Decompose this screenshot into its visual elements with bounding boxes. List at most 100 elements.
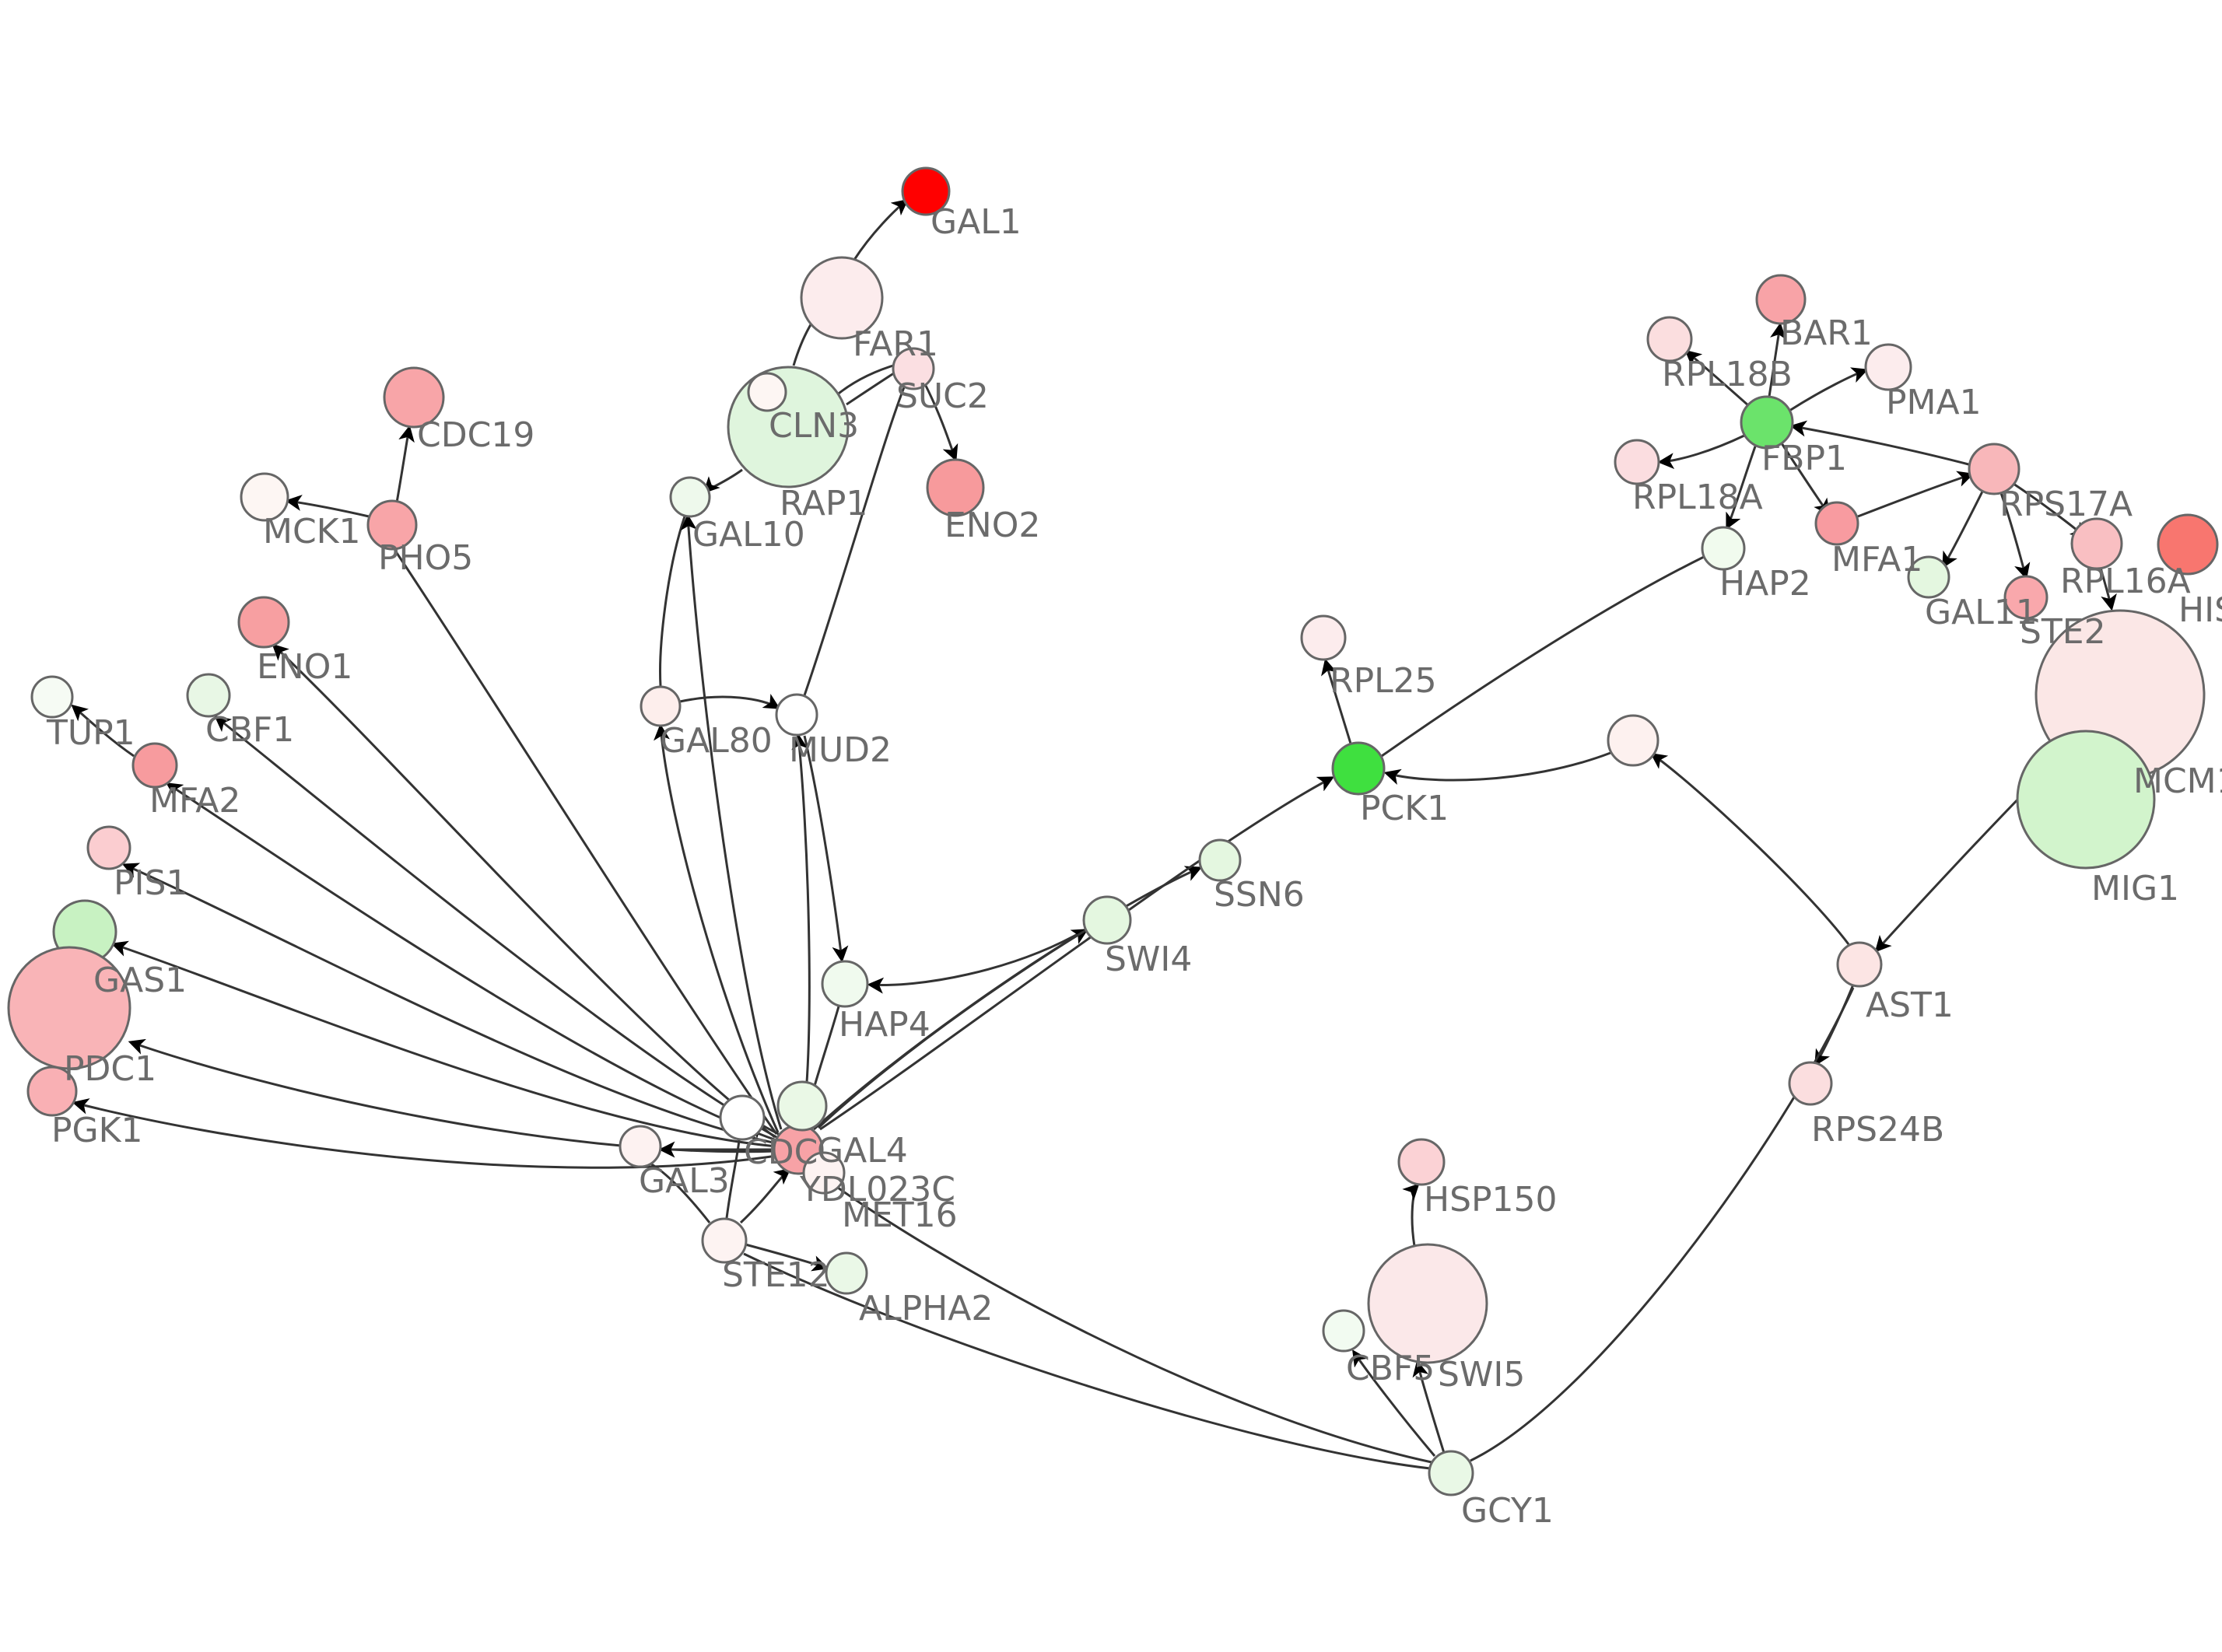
node-pck1[interactable] — [1331, 741, 1386, 796]
node-label-mig1: MIG1 — [2091, 869, 2179, 908]
node-gal11[interactable] — [1907, 555, 1950, 599]
node-label-cbf5: CBF5 — [1346, 1349, 1435, 1388]
node-label-mcm1: MCM1 — [2133, 761, 2222, 801]
node-gal1[interactable] — [901, 166, 951, 216]
node-label-rpl25: RPL25 — [1330, 661, 1437, 701]
node-label-met16: MET16 — [842, 1195, 958, 1235]
node-pma1[interactable] — [1864, 343, 1912, 391]
node-eno1[interactable] — [237, 596, 290, 649]
node-label-pgk1: PGK1 — [51, 1111, 142, 1150]
node-ste2[interactable] — [2003, 575, 2049, 620]
node-pgk1[interactable] — [26, 1066, 78, 1117]
edge-swi4-to-hap4 — [867, 929, 1085, 994]
edge-rpl16a-to-mcm1 — [2099, 567, 2117, 611]
node-unk1[interactable] — [1607, 714, 1659, 767]
node-label-rps24b: RPS24B — [1811, 1110, 1944, 1150]
nodes-layer — [7, 166, 2219, 1496]
edge-gcy1-to-cbf5 — [1352, 1349, 1436, 1457]
edge-gal4-to-gas1 — [110, 940, 777, 1148]
edge-gal4-to-pho5 — [394, 550, 778, 1135]
edge-fbp1-to-rpl18a — [1657, 434, 1745, 470]
node-label-bar1: BAR1 — [1780, 313, 1873, 353]
node-mfa1[interactable] — [1814, 501, 1859, 546]
node-gal3[interactable] — [619, 1125, 662, 1168]
edge-pho5-to-cdc19 — [395, 425, 415, 503]
edge-gal4-to-gal80 — [654, 723, 780, 1133]
node-hap4[interactable] — [821, 960, 869, 1008]
node-hsp150[interactable] — [1397, 1138, 1446, 1186]
node-pdc1[interactable] — [7, 946, 131, 1070]
node-label-pck1: PCK1 — [1360, 789, 1449, 828]
node-label-rpl18b: RPL18B — [1662, 355, 1793, 394]
node-label-rpl16a: RPL16A — [2060, 562, 2191, 601]
node-bar1[interactable] — [1755, 274, 1807, 325]
edge-pck1-to-rpl25 — [1321, 658, 1352, 744]
node-label-gal4: GAL4 — [817, 1131, 908, 1171]
node-label-cdc39: CDC — [744, 1132, 818, 1172]
node-gal10[interactable] — [669, 476, 711, 518]
labels-layer: GAL1 FAR1 SUC2 ENO2 CLN3 RAP1 CDC19 MCK1 PHO5 GAL… — [46, 202, 2222, 1531]
node-label-gal10: GAL10 — [692, 515, 805, 555]
node-eno2[interactable] — [926, 458, 985, 517]
node-cdc39[interactable] — [719, 1094, 766, 1141]
node-mfa2[interactable] — [131, 742, 178, 789]
node-gal80[interactable] — [640, 685, 682, 727]
node-label-hap2: HAP2 — [1719, 564, 1811, 604]
node-rap1[interactable] — [747, 372, 787, 412]
node-rpl25[interactable] — [1300, 614, 1347, 661]
node-cbf5[interactable] — [1322, 1309, 1365, 1353]
node-ast1[interactable] — [1836, 941, 1883, 988]
node-hap4_2[interactable] — [776, 1080, 828, 1132]
node-label-pma1: PMA1 — [1886, 383, 1982, 422]
node-mud2[interactable] — [775, 693, 818, 737]
node-ste12[interactable] — [701, 1217, 748, 1264]
node-mck1[interactable] — [240, 472, 289, 522]
edge-ste12-to-alpha2 — [745, 1243, 829, 1272]
node-tup1[interactable] — [30, 675, 74, 719]
node-cdc19[interactable] — [383, 366, 445, 429]
node-rpl18a[interactable] — [1614, 439, 1660, 485]
edge-gal4-to-mfa2 — [166, 782, 777, 1142]
node-label-swi4: SWI4 — [1105, 940, 1192, 979]
node-mig1[interactable] — [2016, 730, 2156, 870]
edge-gal4-to-ssn6 — [817, 866, 1203, 1129]
node-label-cln3: CLN3 — [769, 406, 859, 446]
edge-swi5-to-hsp150 — [1402, 1183, 1420, 1247]
node-pho5[interactable] — [366, 499, 418, 551]
node-label-gal80: GAL80 — [660, 721, 773, 761]
node-label-far1: FAR1 — [853, 324, 938, 364]
node-fbp1[interactable] — [1740, 395, 1794, 450]
node-ssn6[interactable] — [1198, 838, 1242, 882]
node-hap2[interactable] — [1701, 526, 1746, 571]
node-alpha2[interactable] — [825, 1251, 868, 1295]
node-cbf1[interactable] — [186, 673, 231, 718]
edge-cln3-to-gal10 — [703, 468, 743, 494]
node-rpl18b[interactable] — [1646, 316, 1693, 362]
node-his4[interactable] — [2157, 513, 2219, 576]
node-rps24b[interactable] — [1788, 1061, 1833, 1106]
node-rpl16a[interactable] — [2070, 517, 2123, 570]
node-suc2[interactable] — [892, 347, 935, 390]
edge-pho5-to-mck1 — [285, 495, 370, 518]
edge-gal80-to-mud2 — [679, 694, 781, 709]
node-label-eno2: ENO2 — [945, 506, 1040, 545]
node-swi4[interactable] — [1082, 895, 1132, 945]
node-swi5[interactable] — [1367, 1243, 1488, 1364]
node-gcy1[interactable] — [1428, 1450, 1474, 1496]
edge-gal10-to-gal80 — [659, 516, 686, 687]
edge-gcy1-to-gal4 — [815, 1170, 1432, 1464]
node-label-gal3: GAL3 — [639, 1161, 730, 1201]
node-label-ste12: STE12 — [722, 1255, 830, 1295]
edge-far1-to-gal1 — [853, 198, 909, 261]
node-rps17a[interactable] — [1968, 443, 2020, 495]
node-far1[interactable] — [800, 256, 884, 340]
node-label-rps17a: RPS17A — [1999, 485, 2133, 524]
edge-fbp1-to-hap2 — [1726, 446, 1757, 530]
node-ydl023c[interactable] — [802, 1151, 846, 1195]
node-pis1[interactable] — [86, 825, 131, 870]
edge-gal4-to-eno1 — [272, 643, 776, 1139]
node-label-eno1: ENO1 — [257, 647, 352, 687]
node-label-gal1: GAL1 — [931, 202, 1022, 242]
edge-mfa2-to-tup1 — [71, 704, 135, 758]
edge-unk1-to-pck1 — [1383, 751, 1611, 785]
